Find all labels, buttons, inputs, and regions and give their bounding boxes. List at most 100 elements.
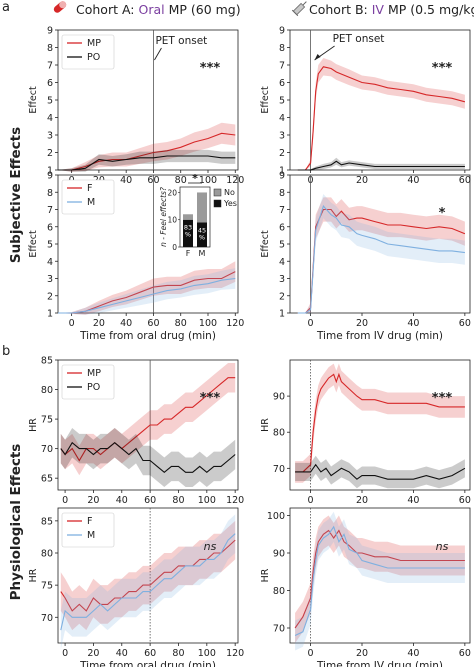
series-line-M [297, 205, 465, 314]
series-band-MP [60, 363, 236, 476]
pet-onset-arrow [154, 47, 162, 61]
y-tick-label: 9 [279, 171, 285, 182]
series-line-F [60, 539, 236, 612]
y-tick-label: 9 [47, 171, 53, 182]
legend-label-MP: MP [87, 38, 101, 49]
series-band-F [60, 520, 236, 631]
x-tick-label: 0 [62, 648, 68, 659]
y-tick-label: 9 [279, 26, 285, 37]
series-band-F [58, 261, 236, 315]
x-tick-label: 60 [144, 495, 156, 506]
x-tick-label: 100 [199, 175, 217, 186]
x-tick-label: 60 [459, 175, 471, 186]
series-line-M [58, 277, 236, 314]
y-tick-label: 85 [41, 356, 53, 367]
y-tick-label: 80 [41, 549, 53, 560]
significance-marker: *** [432, 61, 453, 76]
series-line-PO [58, 155, 236, 171]
y-tick-label: 70 [273, 624, 285, 635]
plot-frame [57, 359, 239, 491]
x-tick-label: 20 [356, 495, 368, 506]
y-axis-label: HR [28, 418, 39, 432]
legend-label-F: F [87, 183, 92, 194]
y-tick-label: 90 [273, 392, 285, 403]
series-line-F [297, 208, 466, 314]
x-tick-label: 80 [175, 318, 187, 329]
y-tick-label: 6 [279, 222, 285, 233]
y-tick-label: 6 [279, 78, 285, 89]
series-line-PO [295, 463, 466, 480]
x-tick-label: 0 [308, 318, 314, 329]
legend-label-PO: PO [87, 382, 100, 393]
y-tick-label: 8 [47, 188, 53, 199]
inset-bar-label-value: 45 [198, 226, 206, 234]
series-band-MP [58, 122, 236, 172]
y-tick-label: 75 [41, 415, 53, 426]
cohort-a-suffix: MP (60 mg) [165, 2, 241, 17]
pet-onset-annotation: PET onset [155, 35, 207, 47]
x-tick-label: 20 [93, 318, 105, 329]
legend-label-MP: MP [87, 368, 101, 379]
cohort-b-route: IV [372, 2, 385, 17]
x-tick-label: 60 [459, 318, 471, 329]
significance-marker: *** [200, 391, 221, 406]
y-tick-label: 8 [279, 188, 285, 199]
x-tick-label: 120 [226, 495, 244, 506]
x-tick-label: 0 [62, 495, 68, 506]
chart-b_oral_sex: 70 75 80 85 0 20 40 60 80 100 120 HR Time from oral … [28, 507, 244, 667]
legend-label-M: M [87, 197, 95, 208]
y-tick-label: 4 [279, 113, 285, 124]
y-tick-label: 5 [47, 96, 53, 107]
cohort-b-prefix: Cohort B: [309, 2, 372, 17]
inset-legend-label-No: No [224, 188, 235, 197]
y-axis-label: Effect [260, 230, 271, 258]
x-tick-label: 20 [356, 175, 368, 186]
pet-onset-annotation: PET onset [333, 33, 385, 45]
legend-label-M: M [87, 530, 95, 541]
y-tick-label: 2 [47, 291, 53, 302]
pet-onset-arrowhead [314, 54, 321, 60]
significance-marker: ns [436, 540, 449, 553]
x-tick-label: 100 [199, 318, 217, 329]
y-tick-label: 5 [279, 96, 285, 107]
y-axis-label: HR [260, 568, 271, 582]
x-tick-label: 60 [144, 648, 156, 659]
inset-bar-chart: 0 10 20n - Feel effects? 83% F 45% M * No Yes [159, 172, 237, 258]
cohort-a-prefix: Cohort A: [76, 2, 138, 17]
series-band-PO [295, 455, 465, 489]
y-tick-label: 80 [273, 586, 285, 597]
x-tick-label: 40 [120, 175, 132, 186]
x-tick-label: 0 [69, 318, 75, 329]
x-tick-label: 80 [172, 648, 184, 659]
y-axis-label: HR [28, 568, 39, 582]
series-line-MP [58, 132, 236, 171]
series-line-M [294, 525, 465, 636]
x-tick-label: 20 [87, 495, 99, 506]
series-band-PO [58, 149, 236, 172]
x-tick-label: 80 [175, 175, 187, 186]
series-band-M [297, 194, 465, 315]
inset-bar-label-value: 83 [184, 224, 192, 232]
x-tick-label: 80 [172, 495, 184, 506]
y-tick-label: 4 [279, 257, 285, 268]
series-line-PO [60, 441, 236, 474]
x-tick-label: 60 [147, 318, 159, 329]
x-tick-label: 0 [308, 648, 314, 659]
x-tick-label: 20 [356, 648, 368, 659]
y-tick-label: 7 [47, 205, 53, 216]
inset-y-axis-label: n - Feel effects? [159, 187, 168, 247]
plot-frame [57, 507, 239, 644]
significance-marker: ns [204, 540, 217, 553]
series-line-MP [297, 66, 466, 171]
x-tick-label: 40 [116, 648, 128, 659]
panel-label-b: b [2, 344, 10, 359]
x-tick-label: 100 [198, 495, 216, 506]
y-tick-label: 1 [279, 166, 285, 177]
x-axis-label: Time from oral drug (min) [79, 660, 216, 667]
inset-significance: * [192, 172, 198, 185]
series-line-MP [60, 377, 236, 462]
y-axis-label: Effect [28, 86, 39, 114]
y-tick-label: 85 [41, 516, 53, 527]
y-tick-label: 90 [273, 549, 285, 560]
